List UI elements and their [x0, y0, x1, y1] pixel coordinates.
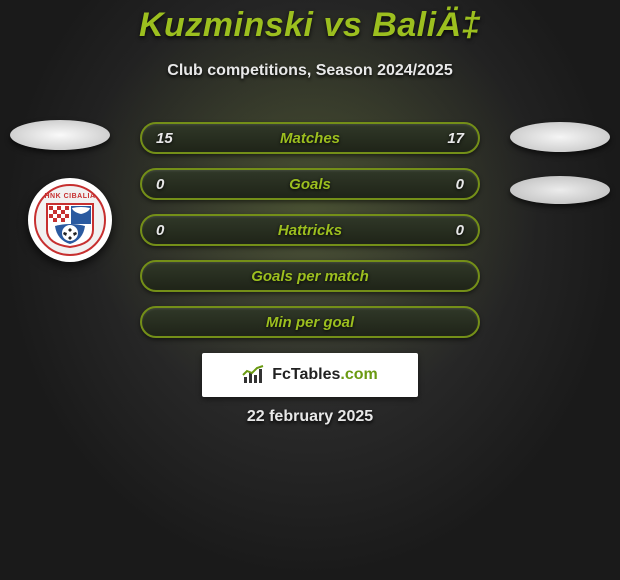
- brand-box: FcTables.com: [202, 353, 418, 397]
- stat-label: Min per goal: [266, 314, 354, 331]
- brand-suffix: .com: [340, 366, 377, 383]
- stat-label: Matches: [280, 130, 340, 147]
- stat-right-value: 0: [456, 176, 464, 193]
- date-label: 22 february 2025: [0, 408, 620, 426]
- stat-label: Hattricks: [278, 222, 342, 239]
- stat-left-value: 0: [156, 222, 164, 239]
- stat-row-min-per-goal: Min per goal: [140, 306, 480, 338]
- club-shield-icon: [45, 202, 95, 248]
- stat-row-matches: 15 Matches 17: [140, 122, 480, 154]
- stat-row-goals: 0 Goals 0: [140, 168, 480, 200]
- player-left-plate: [10, 120, 110, 150]
- club-logo-text: HNK CIBALIA: [45, 193, 96, 200]
- stat-bars: 15 Matches 17 0 Goals 0 0 Hattricks 0 Go…: [140, 122, 480, 352]
- stat-right-value: 0: [456, 222, 464, 239]
- brand-text: FcTables.com: [272, 366, 378, 384]
- stat-label: Goals: [289, 176, 331, 193]
- club-logo: HNK CIBALIA: [28, 178, 112, 262]
- club-logo-ring: HNK CIBALIA: [34, 184, 106, 256]
- page-title: Kuzminski vs BaliÄ‡: [0, 6, 620, 45]
- brand-name: FcTables: [272, 366, 340, 383]
- stat-row-goals-per-match: Goals per match: [140, 260, 480, 292]
- stat-row-hattricks: 0 Hattricks 0: [140, 214, 480, 246]
- player-right-plate-2: [510, 176, 610, 204]
- player-right-plate: [510, 122, 610, 152]
- comparison-card: Kuzminski vs BaliÄ‡ Club competitions, S…: [0, 0, 620, 580]
- stat-label: Goals per match: [251, 268, 369, 285]
- stat-left-value: 0: [156, 176, 164, 193]
- page-subtitle: Club competitions, Season 2024/2025: [0, 62, 620, 80]
- brand-chart-icon: [242, 365, 266, 385]
- stat-right-value: 17: [447, 130, 464, 147]
- stat-left-value: 15: [156, 130, 173, 147]
